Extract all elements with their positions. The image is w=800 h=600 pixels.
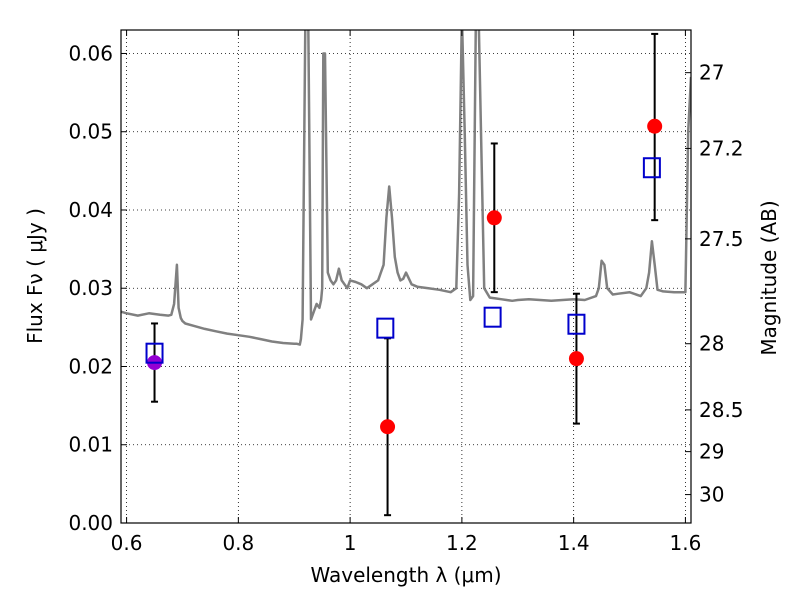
points-layer bbox=[145, 32, 663, 517]
x-tick-label-0: 0.6 bbox=[111, 531, 143, 555]
x-tick-label-3: 1.2 bbox=[446, 531, 478, 555]
y-tick-label-1: 0.01 bbox=[68, 433, 113, 457]
observed-point-2 bbox=[486, 210, 502, 226]
model-square-2 bbox=[483, 306, 502, 328]
spectrum-layer bbox=[121, 30, 691, 346]
right-tick-label-5: 29 bbox=[699, 440, 724, 464]
y-tick-label-2: 0.02 bbox=[68, 354, 113, 378]
observed-point-1 bbox=[380, 419, 396, 435]
y-tick-label-5: 0.05 bbox=[68, 120, 113, 144]
observed-point-3 bbox=[568, 351, 584, 367]
right-tick-label-6: 30 bbox=[699, 483, 724, 507]
spectrum-line bbox=[121, 30, 691, 346]
right-tick-label-4: 28.5 bbox=[699, 398, 744, 422]
y-tick-label-0: 0.00 bbox=[68, 511, 113, 535]
y-tick-label-6: 0.06 bbox=[68, 41, 113, 65]
model-square-1 bbox=[376, 317, 395, 339]
right-tick-label-0: 27 bbox=[699, 61, 724, 85]
x-axis-title: Wavelength λ (μm) bbox=[310, 563, 501, 587]
model-square-3 bbox=[567, 313, 586, 335]
right-tick-label-2: 27.5 bbox=[699, 227, 744, 251]
observed-point-4 bbox=[647, 118, 663, 134]
right-tick-label-3: 28 bbox=[699, 332, 724, 356]
y-tick-label-3: 0.03 bbox=[68, 276, 113, 300]
right-axis-title: Magnitude (AB) bbox=[757, 200, 781, 355]
y-axis-title: Flux Fν ( μJy ) bbox=[23, 208, 47, 344]
x-tick-label-1: 0.8 bbox=[222, 531, 254, 555]
model-square-0 bbox=[145, 342, 164, 364]
x-tick-label-4: 1.4 bbox=[558, 531, 590, 555]
plot-frame bbox=[120, 29, 692, 524]
x-tick-label-5: 1.6 bbox=[670, 531, 702, 555]
model-square-4 bbox=[642, 157, 661, 179]
x-tick-label-2: 1 bbox=[344, 531, 357, 555]
right-tick-label-1: 27.2 bbox=[699, 136, 744, 160]
y-tick-label-4: 0.04 bbox=[68, 198, 113, 222]
ticks: 0.6 0.8 1 1.2 1.4 1.6 0.00 0.01 0.02 0.03 0.04 0.05… bbox=[68, 30, 744, 555]
